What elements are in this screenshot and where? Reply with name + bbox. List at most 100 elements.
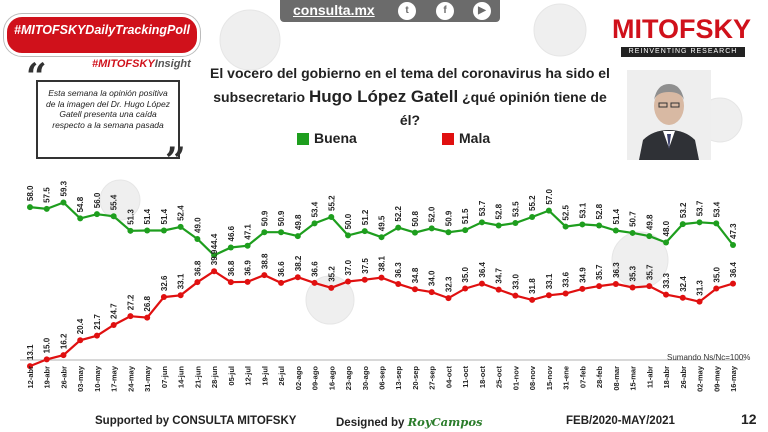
data-point-buena xyxy=(478,219,485,226)
data-point-mala xyxy=(43,356,50,363)
data-label-mala: 34.0 xyxy=(428,270,437,286)
data-point-buena xyxy=(160,227,167,234)
data-label-mala: 35.7 xyxy=(595,264,604,280)
data-point-buena xyxy=(144,227,151,234)
data-label-buena: 47.1 xyxy=(244,224,253,240)
x-tick-label: 28-feb xyxy=(595,366,604,389)
data-label-mala: 15.0 xyxy=(43,337,52,353)
data-point-mala xyxy=(730,280,736,287)
data-label-buena: 57.0 xyxy=(545,188,554,204)
data-point-buena xyxy=(227,244,234,251)
designer-signature: RoyCampos xyxy=(407,415,483,429)
data-point-buena xyxy=(361,228,368,235)
x-tick-label: 15-mar xyxy=(629,366,638,391)
data-label-mala: 37.5 xyxy=(361,258,370,274)
data-label-buena: 55.2 xyxy=(528,195,537,211)
data-label-mala: 24.7 xyxy=(110,303,119,319)
data-point-buena xyxy=(663,239,670,246)
data-label-buena: 52.8 xyxy=(495,203,504,219)
x-tick-label: 25-oct xyxy=(495,366,504,389)
data-point-buena xyxy=(294,233,301,240)
data-label-buena: 53.1 xyxy=(578,202,587,218)
data-point-buena xyxy=(244,242,251,249)
data-label-buena: 49.0 xyxy=(193,217,202,233)
data-point-mala xyxy=(663,291,670,298)
x-tick-label: 07-jun xyxy=(160,366,169,389)
data-label-buena: 50.7 xyxy=(629,211,638,227)
x-tick-label: 02-ago xyxy=(294,366,303,391)
data-point-buena xyxy=(311,220,318,227)
data-label-buena: 53.2 xyxy=(679,202,688,218)
data-point-mala xyxy=(428,289,435,296)
data-point-mala xyxy=(696,298,703,305)
data-point-buena xyxy=(545,207,552,214)
data-point-mala xyxy=(328,284,335,291)
x-tick-label: 01-nov xyxy=(511,365,520,390)
data-point-mala xyxy=(77,337,84,344)
data-point-mala xyxy=(529,296,536,303)
data-label-buena: 51.2 xyxy=(361,209,370,225)
data-label-mala: 34.9 xyxy=(578,267,587,283)
data-point-mala xyxy=(579,285,586,292)
x-tick-label: 26-abr xyxy=(60,366,69,389)
data-label-mala: 35.7 xyxy=(645,264,654,280)
data-point-buena xyxy=(27,204,33,211)
data-point-buena xyxy=(328,214,335,221)
x-tick-label: 26-abr xyxy=(679,366,688,389)
data-point-buena xyxy=(211,252,218,259)
data-label-mala: 36.9 xyxy=(244,260,253,276)
data-label-mala: 33.6 xyxy=(562,271,571,287)
data-label-buena: 55.2 xyxy=(327,195,336,211)
data-label-mala: 26.8 xyxy=(143,295,152,311)
data-point-mala xyxy=(244,278,251,285)
youtube-icon[interactable]: ▶ xyxy=(473,2,491,20)
data-label-buena: 53.7 xyxy=(696,200,705,216)
site-link[interactable]: consulta.mx xyxy=(293,2,375,18)
data-point-buena xyxy=(278,229,285,236)
data-point-mala xyxy=(311,279,318,286)
x-tick-label: 12-abr xyxy=(26,366,35,389)
ns-nc-note: Sumando Ns/Nc=100% xyxy=(667,353,751,362)
data-point-buena xyxy=(411,229,418,236)
data-label-mala: 33.0 xyxy=(511,273,520,289)
data-point-mala xyxy=(562,290,569,297)
data-point-mala xyxy=(361,276,368,283)
tracking-poll-tag: #MITOFSKYDailyTrackingPoll xyxy=(14,23,190,37)
data-label-buena: 52.0 xyxy=(428,206,437,222)
x-tick-label: 03-may xyxy=(76,365,85,392)
insight-suffix: Insight xyxy=(154,58,191,70)
legend-buena-swatch xyxy=(297,133,309,145)
data-point-buena xyxy=(579,221,586,228)
data-point-buena xyxy=(646,233,653,240)
x-tick-label: 14-jun xyxy=(177,366,186,389)
x-tick-label: 31-ene xyxy=(562,366,571,390)
data-label-mala: 35.2 xyxy=(327,266,336,282)
data-label-mala: 36.6 xyxy=(311,261,320,277)
facebook-icon[interactable]: f xyxy=(436,2,454,20)
question-line-2-suffix: ¿qué opinión tiene de él? xyxy=(399,89,607,128)
data-label-mala: 33.3 xyxy=(662,272,671,288)
x-tick-label: 10-may xyxy=(93,365,102,392)
data-label-mala: 31.3 xyxy=(696,280,705,296)
data-point-mala xyxy=(194,279,201,286)
x-tick-label: 11-oct xyxy=(461,366,470,388)
data-point-mala xyxy=(278,279,285,286)
data-label-mala: 39.9 xyxy=(210,249,219,265)
x-tick-label: 05-jul xyxy=(227,366,236,386)
legend-buena-label: Buena xyxy=(314,130,357,146)
data-label-buena: 49.8 xyxy=(645,214,654,230)
data-label-mala: 27.2 xyxy=(126,294,135,310)
data-point-mala xyxy=(93,332,100,339)
twitter-icon[interactable]: t xyxy=(398,2,416,20)
data-label-mala: 32.3 xyxy=(445,276,454,292)
data-label-buena: 49.8 xyxy=(294,214,303,230)
data-label-buena: 47.3 xyxy=(729,223,738,239)
x-tick-label: 07-feb xyxy=(578,366,587,389)
data-point-buena xyxy=(696,219,703,226)
data-label-buena: 52.5 xyxy=(562,204,571,220)
x-tick-label: 13-sep xyxy=(394,366,403,390)
x-tick-label: 18-oct xyxy=(478,366,487,389)
x-tick-label: 19-jul xyxy=(260,366,269,386)
data-point-mala xyxy=(646,283,653,290)
